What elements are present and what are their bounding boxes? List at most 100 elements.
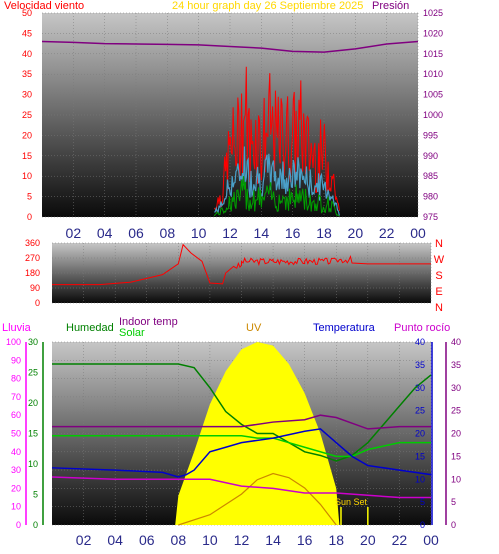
time-tick: 16 (297, 532, 313, 548)
time-tick: 12 (234, 532, 250, 548)
temperature-tick: 15 (415, 451, 425, 461)
wind-speed-tick: 20 (22, 130, 32, 140)
indoor-temperature-tick: 30 (451, 383, 461, 393)
wind-average-line (214, 146, 340, 216)
direction-tick: 360 (25, 238, 40, 248)
time-tick: 00 (423, 532, 439, 548)
wind-speed-tick: 15 (22, 151, 32, 161)
pressure-tick: 985 (423, 171, 438, 181)
time-tick: 20 (360, 532, 376, 548)
direction-tick: 180 (25, 268, 40, 278)
rain-tick: 10 (11, 502, 21, 512)
time-tick: 18 (316, 225, 332, 241)
wind-direction-line (52, 243, 431, 286)
uv-label: UV (246, 322, 262, 334)
rain-tick: 0 (16, 520, 21, 530)
wind-speed-tick: 30 (22, 90, 32, 100)
pressure-tick: 980 (423, 192, 438, 202)
time-tick: 08 (171, 532, 187, 548)
humidity-tick: 30 (28, 337, 38, 347)
rain-tick: 20 (11, 483, 21, 493)
compass-label: E (435, 286, 442, 298)
time-tick: 14 (265, 532, 281, 548)
rain-tick: 40 (11, 447, 21, 457)
rain-tick: 90 (11, 355, 21, 365)
direction-tick: 90 (30, 283, 40, 293)
humidity-tick: 5 (33, 490, 38, 500)
pressure-tick: 1015 (423, 49, 443, 59)
wind-speed-tick: 50 (22, 8, 32, 18)
pressure-label: Presión (372, 0, 409, 12)
wind-low-line (213, 176, 340, 217)
rain-tick: 80 (11, 374, 21, 384)
pressure-tick: 1010 (423, 69, 443, 79)
indoor-temperature-tick: 15 (451, 451, 461, 461)
dew-point-line (51, 476, 431, 499)
rain-tick: 100 (6, 337, 21, 347)
wind-speed-tick: 40 (22, 49, 32, 59)
indoor-temperature-tick: 0 (451, 520, 456, 530)
time-tick: 00 (410, 225, 426, 241)
humidity-tick: 25 (28, 368, 38, 378)
pressure-tick: 995 (423, 130, 438, 140)
temperature-tick: 10 (415, 474, 425, 484)
time-tick: 06 (128, 225, 144, 241)
humidity-tick: 10 (28, 459, 38, 469)
wind-speed-tick: 0 (27, 212, 32, 222)
rain-tick: 50 (11, 429, 21, 439)
wind-speed-tick: 10 (22, 171, 32, 181)
time-tick: 22 (379, 225, 395, 241)
temperature-label: Temperatura (313, 322, 376, 334)
time-tick: 16 (285, 225, 301, 241)
wind-speed-tick: 5 (27, 192, 32, 202)
wind-speed-label: Velocidad viento (4, 0, 84, 12)
pressure-tick: 1020 (423, 28, 443, 38)
pressure-tick: 990 (423, 151, 438, 161)
time-tick: 02 (76, 532, 92, 548)
uv-line (178, 472, 337, 526)
temperature-tick: 20 (415, 429, 425, 439)
chart-title: 24 hour graph day 26 Septiembre 2025 (172, 0, 363, 12)
dew-point-label: Punto rocío (394, 322, 450, 334)
time-tick: 12 (222, 225, 238, 241)
wind-speed-tick: 35 (22, 69, 32, 79)
time-tick: 06 (139, 532, 155, 548)
time-tick: 10 (191, 225, 207, 241)
rain-label: Lluvia (2, 322, 32, 334)
indoor-temperature-tick: 20 (451, 429, 461, 439)
compass-label: W (434, 254, 445, 266)
wind-speed-tick: 45 (22, 28, 32, 38)
humidity-tick: 0 (33, 520, 38, 530)
indoor-temp-label: Indoor temp (119, 316, 178, 328)
direction-tick: 0 (35, 298, 40, 308)
time-tick: 10 (202, 532, 218, 548)
wind-speed-tick: 25 (22, 110, 32, 120)
rain-tick: 60 (11, 410, 21, 420)
time-tick: 04 (107, 532, 123, 548)
solar-label: Solar (119, 327, 145, 339)
sunset-label: Sun Set (335, 497, 368, 507)
humidity-tick: 20 (28, 398, 38, 408)
temperature-tick: 25 (415, 406, 425, 416)
time-tick: 22 (392, 532, 408, 548)
time-tick: 04 (97, 225, 113, 241)
indoor-temperature-tick: 5 (451, 497, 456, 507)
indoor-temperature-tick: 25 (451, 406, 461, 416)
pressure-tick: 1025 (423, 8, 443, 18)
temperature-tick: 30 (415, 383, 425, 393)
time-tick: 08 (160, 225, 176, 241)
compass-label: N (435, 302, 443, 314)
temperature-tick: 40 (415, 337, 425, 347)
compass-label: N (435, 238, 443, 250)
indoor-temperature-tick: 10 (451, 474, 461, 484)
indoor-temperature-tick: 40 (451, 337, 461, 347)
temperature-tick: 0 (420, 520, 425, 530)
pressure-tick: 975 (423, 212, 438, 222)
time-tick: 02 (66, 225, 82, 241)
temperature-line (51, 428, 432, 478)
direction-tick: 270 (25, 253, 40, 263)
